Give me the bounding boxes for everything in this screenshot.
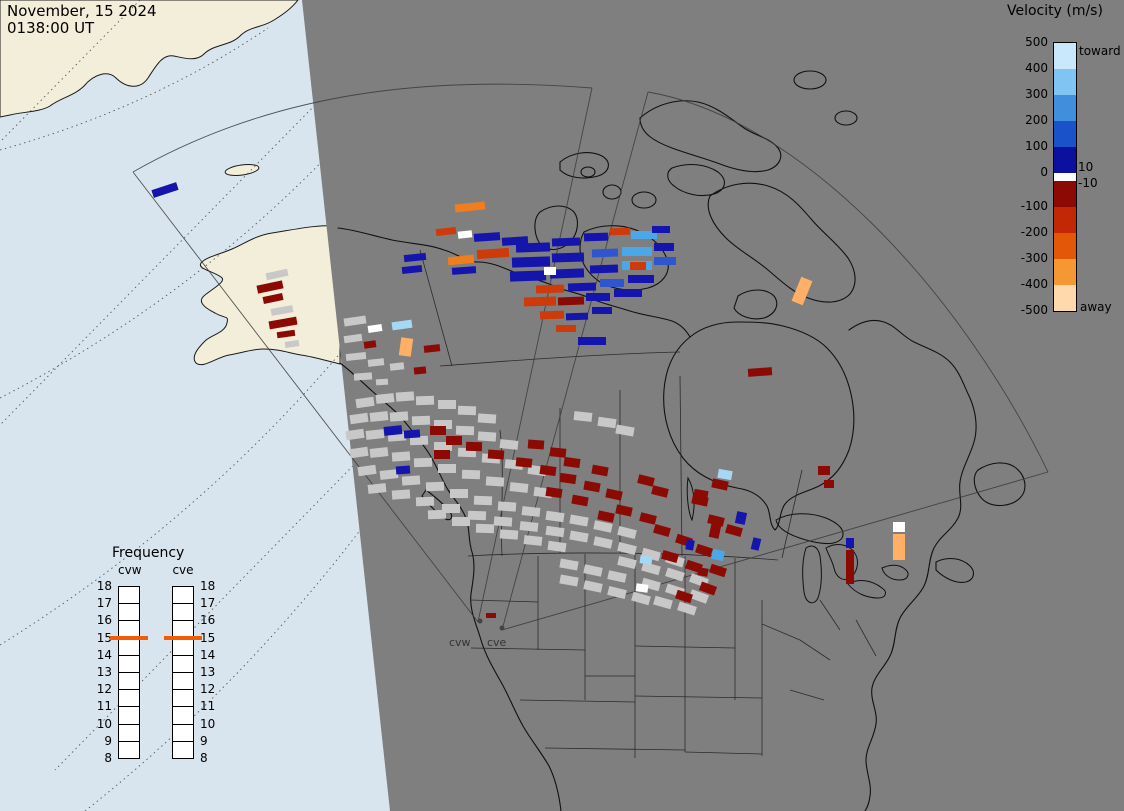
radar-label-cve: cve — [487, 636, 507, 649]
velocity-tick-label: 500 — [1025, 35, 1048, 49]
frequency-tick-label: 9 — [104, 733, 112, 748]
frequency-tick-label: 17 — [200, 596, 216, 611]
frequency-tick-label: 10 — [96, 716, 112, 731]
frequency-tick-label: 12 — [96, 682, 112, 697]
state-province-borders — [419, 249, 877, 758]
frequency-cell-cve — [172, 706, 194, 725]
velocity-tick-label: 10 — [1078, 160, 1094, 174]
frequency-marker-cve — [164, 635, 202, 640]
frequency-cell-cve — [172, 672, 194, 691]
velocity-colorbar-segment — [1054, 95, 1076, 121]
frequency-column-label-cve: cve — [172, 563, 194, 577]
frequency-cell-cvw — [118, 586, 140, 605]
frequency-cell-cve — [172, 654, 194, 673]
frequency-tick-label: 18 — [96, 579, 112, 593]
frequency-tick-label: 15 — [96, 630, 112, 645]
velocity-legend-title: Velocity (m/s) — [1007, 3, 1103, 19]
frequency-cell-cvw — [118, 723, 140, 742]
frequency-cell-cve — [172, 723, 194, 742]
velocity-colorbar-segment — [1054, 285, 1076, 311]
date-text: November, 15 2024 — [7, 2, 157, 20]
frequency-legend-title: Frequency — [112, 545, 185, 561]
radar-label-cvw: cvw — [449, 636, 471, 649]
velocity-colorbar-segment — [1054, 147, 1076, 173]
frequency-tick-label: 13 — [96, 665, 112, 679]
frequency-tick-label: 16 — [200, 613, 216, 628]
velocity-tick-label: 100 — [1025, 139, 1048, 153]
frequency-tick-label: 8 — [104, 751, 112, 765]
frequency-cell-cvw — [118, 706, 140, 725]
velocity-tick-label: 0 — [1040, 165, 1048, 179]
frequency-cell-cve — [172, 740, 194, 759]
radar-field-of-view-outline — [132, 83, 1049, 631]
frequency-tick-label: 15 — [200, 630, 216, 645]
velocity-colorbar — [1053, 42, 1077, 312]
velocity-away-label: away — [1080, 300, 1112, 314]
frequency-cell-cvw — [118, 740, 140, 759]
velocity-colorbar-segment — [1054, 173, 1076, 181]
frequency-column-label-cvw: cvw — [118, 563, 142, 577]
frequency-cell-cve — [172, 603, 194, 622]
frequency-cell-cvw — [118, 637, 140, 656]
radar-site-cvw-marker — [477, 618, 483, 624]
frequency-tick-label: 11 — [96, 699, 112, 714]
frequency-tick-label: 9 — [200, 733, 208, 748]
velocity-tick-label: -10 — [1078, 176, 1098, 190]
velocity-tick-label: -200 — [1020, 225, 1048, 239]
frequency-cell-cve — [172, 637, 194, 656]
velocity-tick-label: 300 — [1025, 87, 1048, 101]
latitude-longitude-graticule — [0, 0, 390, 811]
velocity-toward-label: toward — [1079, 44, 1121, 58]
frequency-tick-label: 11 — [200, 699, 216, 714]
frequency-marker-cvw — [110, 635, 148, 640]
velocity-tick-label: -500 — [1020, 303, 1048, 317]
velocity-colorbar-segment — [1054, 43, 1076, 69]
velocity-colorbar-segment — [1054, 233, 1076, 259]
frequency-tick-label: 17 — [96, 596, 112, 611]
velocity-colorbar-segment — [1054, 121, 1076, 147]
frequency-cell-cve — [172, 689, 194, 708]
radar-site-cve-marker — [499, 625, 505, 631]
frequency-tick-label: 14 — [200, 647, 216, 662]
frequency-tick-label: 14 — [96, 647, 112, 662]
frequency-tick-label: 18 — [200, 579, 216, 593]
velocity-colorbar-segment — [1054, 207, 1076, 233]
time-text: 0138:00 UT — [7, 18, 95, 37]
frequency-tick-label: 10 — [200, 716, 216, 731]
velocity-colorbar-segment — [1054, 69, 1076, 95]
velocity-tick-label: -100 — [1020, 199, 1048, 213]
frequency-tick-label: 8 — [200, 751, 208, 765]
frequency-cell-cve — [172, 586, 194, 605]
velocity-tick-label: 400 — [1025, 61, 1048, 75]
frequency-cell-cvw — [118, 672, 140, 691]
frequency-cell-cvw — [118, 603, 140, 622]
frequency-tick-label: 16 — [96, 613, 112, 628]
velocity-tick-label: -300 — [1020, 251, 1048, 265]
siberia-landmass — [0, 0, 299, 118]
frequency-tick-label: 12 — [200, 682, 216, 697]
bering-island — [224, 164, 260, 176]
frequency-cell-cvw — [118, 689, 140, 708]
velocity-tick-label: -400 — [1020, 277, 1048, 291]
frequency-cell-cvw — [118, 654, 140, 673]
velocity-colorbar-segment — [1054, 181, 1076, 207]
velocity-colorbar-segment — [1054, 259, 1076, 285]
velocity-tick-label: 200 — [1025, 113, 1048, 127]
timestamp: November, 15 2024 0138:00 UT — [7, 3, 157, 36]
frequency-tick-label: 13 — [200, 665, 216, 679]
